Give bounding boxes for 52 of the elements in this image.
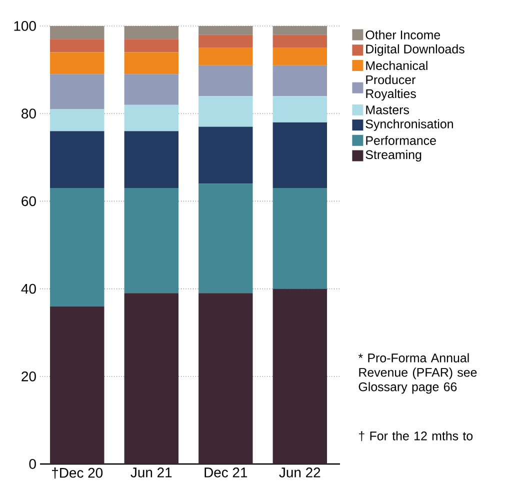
bar (124, 26, 178, 40)
bar (272, 96, 328, 122)
y-tick-label: 100 (14, 21, 36, 31)
legend-label: Masters (366, 106, 410, 114)
legend-label: Synchronisation (366, 119, 453, 131)
bar (272, 188, 328, 289)
y-tick-label: 80 (22, 108, 36, 119)
x-tick-label: Jun 21 (130, 468, 172, 478)
bar (198, 65, 253, 96)
legend-label: Streaming (366, 150, 422, 162)
bar (272, 48, 328, 66)
x-tick-label: Dec 21 (204, 468, 248, 478)
bar (124, 131, 178, 188)
bar (198, 184, 253, 294)
bar (198, 96, 253, 127)
legend-label: Mechanical (366, 60, 428, 70)
bar (272, 34, 328, 48)
bar (50, 39, 104, 52)
x-tick-label: †Dec 20 (52, 468, 103, 479)
bar (50, 74, 104, 110)
bar (124, 188, 178, 294)
y-tick-label: 0 (29, 459, 36, 469)
legend-label: Producer Royalties (366, 75, 416, 101)
bar (272, 122, 328, 188)
y-tick-label: 40 (21, 284, 36, 294)
text: * Pro-Forma Annual Revenue (PFAR) see Glossary page 66 (358, 353, 477, 394)
bar (198, 293, 253, 464)
bar (198, 26, 253, 35)
y-tick-label: 20 (22, 371, 36, 382)
bar (124, 293, 178, 464)
bar (124, 39, 178, 52)
bar (198, 126, 253, 184)
bar (50, 131, 104, 188)
bar (50, 188, 104, 306)
bar (50, 109, 104, 132)
bar (50, 26, 104, 40)
bar (198, 48, 253, 66)
text: † For the 12 mths to (359, 431, 473, 442)
bar (124, 104, 178, 132)
bar (272, 288, 328, 464)
bar (272, 26, 328, 35)
y-tick-label: 60 (22, 196, 36, 206)
bar (198, 34, 253, 48)
bar (124, 52, 178, 74)
bar (50, 52, 104, 74)
bar (50, 306, 104, 464)
bar (272, 65, 328, 96)
legend-label: Other Income (366, 30, 440, 40)
legend-label: Performance (366, 136, 436, 145)
legend-label: Digital Downloads (366, 44, 464, 56)
x-tick-label: Jun 22 (279, 468, 320, 478)
bar (124, 74, 178, 105)
